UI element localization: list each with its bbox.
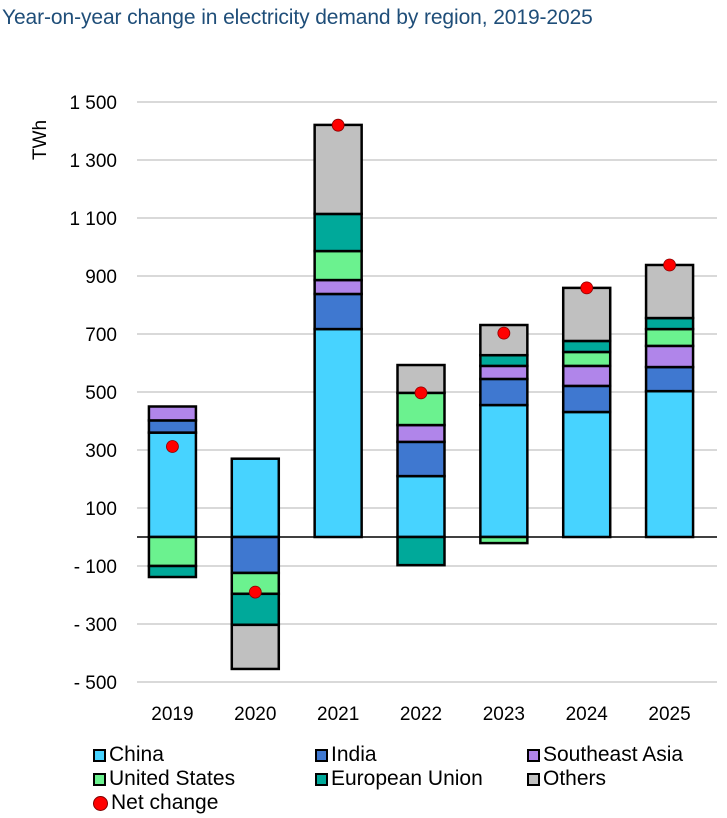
net-change-marker-2019 xyxy=(166,440,179,453)
net-change-markers xyxy=(166,118,676,599)
net-change-marker-2025 xyxy=(663,258,676,272)
bar-segment-european-union-2024 xyxy=(561,339,612,354)
bar-segment-european-union-2019 xyxy=(147,564,198,579)
legend-item-european-union: European Union xyxy=(315,767,483,791)
y-tick-label: 1 300 xyxy=(69,151,117,172)
legend-swatch-india xyxy=(315,748,328,762)
x-tick-label: 2024 xyxy=(566,704,609,725)
net-change-marker-2022 xyxy=(414,386,428,400)
chart-title: Year-on-year change in electricity deman… xyxy=(2,6,593,29)
bar-segment-southeast-asia-2019 xyxy=(147,405,198,422)
bar-segment-india-2022 xyxy=(396,440,446,478)
bar-segment-others-2024 xyxy=(561,286,612,343)
y-tick-label: 900 xyxy=(85,267,117,288)
bar-segment-united-states-2023 xyxy=(479,535,529,545)
bar-segment-united-states-2024 xyxy=(561,350,612,368)
x-tick-label: 2021 xyxy=(317,704,359,725)
y-tick-label: - 300 xyxy=(74,615,117,636)
bar-segment-southeast-asia-2025 xyxy=(644,344,695,369)
legend-label: European Union xyxy=(331,767,483,790)
legend-item-net-change: Net change xyxy=(93,791,218,815)
bar-segment-china-2020 xyxy=(230,457,281,539)
bar-segment-china-2024 xyxy=(561,410,612,539)
legend-swatch-united-states xyxy=(93,772,106,786)
bar-segment-united-states-2021 xyxy=(313,249,363,282)
bar-segment-others-2021 xyxy=(313,123,363,216)
legend-swatch-european-union xyxy=(315,772,328,786)
bar-segment-china-2025 xyxy=(644,389,695,539)
bar-segment-southeast-asia-2021 xyxy=(313,278,363,296)
y-tick-label: 1 500 xyxy=(69,93,117,114)
bar-segment-european-union-2025 xyxy=(644,316,695,331)
bar-segment-india-2024 xyxy=(561,384,612,414)
y-tick-label: 700 xyxy=(85,325,117,346)
legend-label: Net change xyxy=(111,791,219,814)
bar-segment-european-union-2023 xyxy=(479,353,529,368)
net-change-marker-2024 xyxy=(580,281,594,295)
x-tick-label: 2025 xyxy=(648,704,690,725)
bar-segment-united-states-2019 xyxy=(147,535,198,568)
legend-item-united-states: United States xyxy=(93,767,235,791)
bar-segment-india-2025 xyxy=(644,365,695,393)
bar-segment-others-2020 xyxy=(230,623,281,671)
y-tick-label: - 500 xyxy=(74,673,117,694)
y-tick-label: 500 xyxy=(85,383,117,404)
legend-label: United States xyxy=(109,767,236,790)
bar-segment-southeast-asia-2024 xyxy=(561,364,612,388)
legend-swatch-others xyxy=(527,772,540,786)
net-change-marker-2020 xyxy=(248,585,262,599)
bar-segment-united-states-2025 xyxy=(644,327,695,348)
legend-item-southeast-asia: Southeast Asia xyxy=(527,743,683,767)
legend-item-india: India xyxy=(315,743,377,767)
bar-segment-others-2025 xyxy=(644,263,695,320)
bar-segment-india-2023 xyxy=(479,377,529,407)
legend-marker-net-change xyxy=(93,795,108,811)
legend-item-china: China xyxy=(93,743,164,767)
net-change-marker-2023 xyxy=(497,326,511,340)
y-tick-label: 100 xyxy=(85,499,117,520)
bar-segment-china-2023 xyxy=(479,403,529,539)
legend-swatch-southeast-asia xyxy=(527,748,540,762)
legend-label: China xyxy=(109,743,164,766)
y-axis-ticks: 1 500 1 300 1 100 900 700 500 300 100 - 100 - 300… xyxy=(69,93,117,694)
bar-segment-india-2021 xyxy=(313,292,363,331)
legend-item-others: Others xyxy=(527,767,606,791)
legend-swatch-china xyxy=(93,748,106,762)
chart-plot: 1 500 1 300 1 100 900 700 500 300 100 - 100 - 300… xyxy=(30,93,717,725)
y-tick-label: 1 100 xyxy=(69,209,117,230)
bar-segment-india-2019 xyxy=(147,419,198,434)
bar-segment-india-2020 xyxy=(230,535,281,575)
net-change-marker-2021 xyxy=(331,118,345,132)
x-axis-ticks: 2019 2020 2021 2022 2023 2024 2025 xyxy=(151,704,690,725)
y-tick-label: - 100 xyxy=(74,557,117,578)
x-tick-label: 2019 xyxy=(151,704,193,725)
y-axis-label: TWh xyxy=(30,120,51,160)
bar-segment-southeast-asia-2022 xyxy=(396,423,446,444)
bar-segment-china-2022 xyxy=(396,474,446,539)
bar-segment-european-union-2022 xyxy=(396,535,446,567)
legend-label: Southeast Asia xyxy=(543,743,684,766)
x-tick-label: 2022 xyxy=(400,704,442,725)
legend-label: Others xyxy=(543,767,607,790)
bar-segment-southeast-asia-2023 xyxy=(479,364,529,381)
bar-segment-china-2021 xyxy=(313,327,363,539)
legend-label: India xyxy=(331,743,377,766)
x-tick-label: 2023 xyxy=(483,704,525,725)
bar-segment-european-union-2021 xyxy=(313,212,363,253)
x-tick-label: 2020 xyxy=(234,704,276,725)
y-tick-label: 300 xyxy=(85,441,117,462)
